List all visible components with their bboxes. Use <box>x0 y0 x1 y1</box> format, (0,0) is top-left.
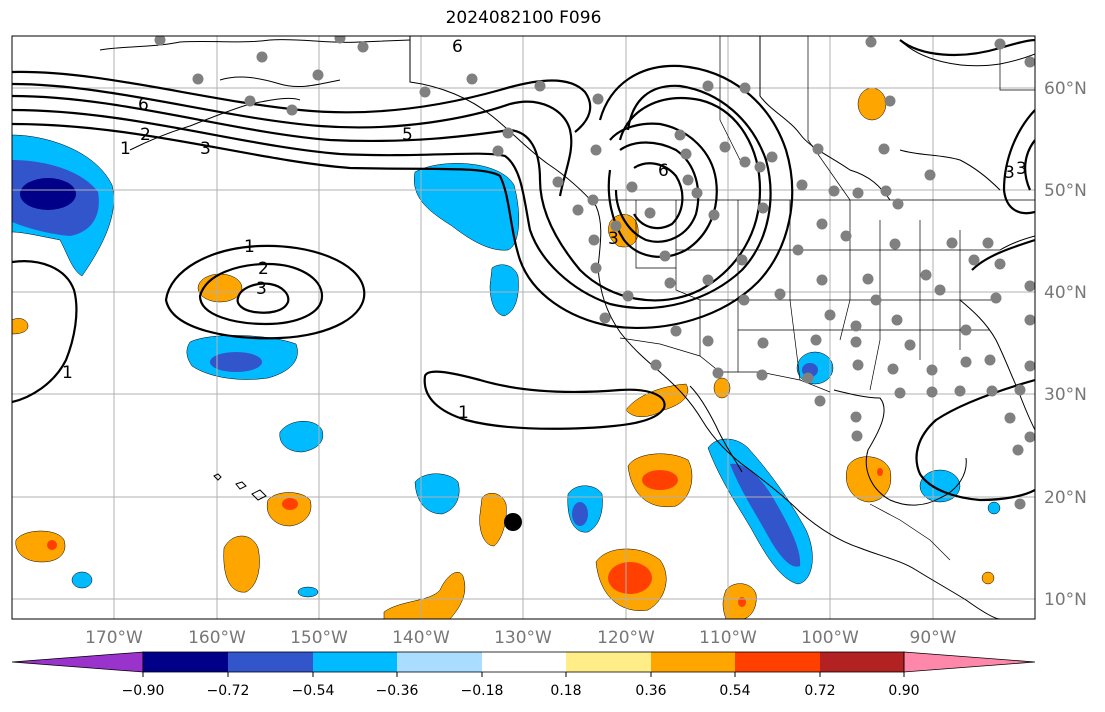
longitude-labels: 170°W 160°W 150°W 140°W 130°W 120°W 110°… <box>85 628 957 648</box>
map-frame <box>11 35 1036 620</box>
colorbar-segment <box>566 652 651 672</box>
colorbar-segment <box>651 652 735 672</box>
colorbar-tick-label: −0.36 <box>376 683 419 699</box>
contour-label: 6 <box>452 37 463 57</box>
colorbar-segment <box>143 652 228 672</box>
map-title: 2024082100 F096 <box>445 8 602 28</box>
lat-label: 10°N <box>1044 590 1087 610</box>
contour-label: 1 <box>62 363 73 383</box>
colorbar-tick-label: 0.72 <box>804 683 835 699</box>
contour-labels: 6 6 5 3 2 1 6 3 1 2 3 1 1 3 3 <box>62 37 1027 423</box>
lon-label: 110°W <box>699 628 757 648</box>
lon-label: 100°W <box>801 628 859 648</box>
contour-label: 1 <box>120 139 131 159</box>
lon-label: 170°W <box>85 628 143 648</box>
lon-label: 160°W <box>188 628 246 648</box>
colorbar-tick-label: −0.18 <box>461 683 504 699</box>
lon-label: 130°W <box>494 628 552 648</box>
contour-label: 3 <box>200 139 211 159</box>
colorbar-segment <box>735 652 820 672</box>
colorbar-tick-label: 0.36 <box>635 683 666 699</box>
colorbar: −0.90 −0.72 −0.54 −0.36 −0.18 0.18 0.36 … <box>11 651 1036 699</box>
colorbar-extend-low <box>11 651 144 673</box>
contour-label: 2 <box>258 259 269 279</box>
station-dots <box>154 36 1035 510</box>
colorbar-tick-label: 0.18 <box>550 683 581 699</box>
contour-label: 3 <box>608 229 619 249</box>
lon-label: 120°W <box>597 628 655 648</box>
colorbar-tick-label: −0.90 <box>122 683 165 699</box>
colorbar-segment <box>397 652 482 672</box>
contour-label: 3 <box>1016 159 1027 179</box>
colorbar-tick-label: −0.72 <box>207 683 250 699</box>
coastlines <box>99 36 1035 619</box>
map-layer: 6 6 5 3 2 1 6 3 1 2 3 1 1 3 3 <box>12 36 1035 619</box>
storm-marker <box>504 513 522 531</box>
colorbar-segment <box>820 652 904 672</box>
colorbar-segment <box>482 652 566 672</box>
contour-label: 2 <box>140 125 151 145</box>
colorbar-tick-label: 0.90 <box>888 683 919 699</box>
contour-label: 3 <box>256 279 267 299</box>
latitude-labels: 10°N 20°N 30°N 40°N 50°N 60°N <box>1044 79 1087 610</box>
lat-label: 30°N <box>1044 385 1087 405</box>
lat-label: 20°N <box>1044 488 1087 508</box>
contour-label: 1 <box>244 237 255 257</box>
contour-label: 5 <box>402 125 413 145</box>
contour-label: 1 <box>458 403 469 423</box>
graticule <box>12 36 1035 619</box>
lat-label: 50°N <box>1044 181 1087 201</box>
lon-label: 150°W <box>290 628 348 648</box>
lat-label: 40°N <box>1044 283 1087 303</box>
colorbar-extend-high <box>903 651 1036 673</box>
political-borders <box>596 36 1035 561</box>
lat-label: 60°N <box>1044 79 1087 99</box>
lon-label: 90°W <box>910 628 957 648</box>
colorbar-tick-label: −0.54 <box>292 683 335 699</box>
anomaly-shading <box>12 87 1001 619</box>
contour-label: 3 <box>1004 163 1015 183</box>
colorbar-tick-label: 0.54 <box>719 683 750 699</box>
contour-label: 6 <box>658 161 669 181</box>
lon-label: 140°W <box>392 628 450 648</box>
contour-label: 6 <box>138 95 149 115</box>
colorbar-segment <box>313 652 397 672</box>
colorbar-segment <box>228 652 313 672</box>
